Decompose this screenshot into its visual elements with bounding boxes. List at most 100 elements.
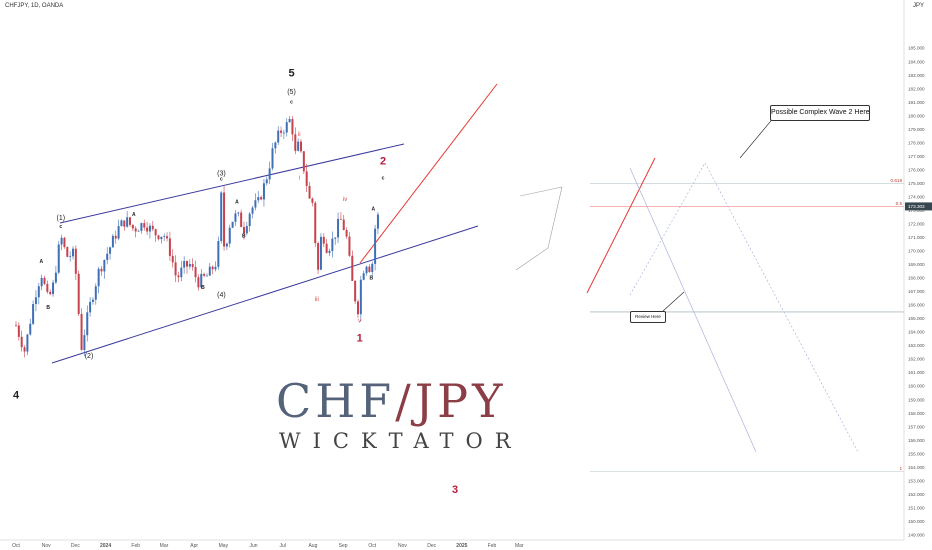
fib-level-label: 1 [899, 466, 902, 471]
wave-label: (4) [217, 292, 226, 299]
callout-pointer [739, 115, 776, 159]
x-tick-label: Aug [308, 543, 317, 549]
candle-body [171, 255, 174, 263]
review-pointer [662, 291, 685, 312]
wave-label: 4 [13, 389, 20, 401]
candle-body [243, 226, 245, 234]
y-tick-label: 179.000 [908, 127, 925, 132]
candle-body [186, 261, 188, 267]
candle-body [17, 325, 20, 337]
projection-alt-path [629, 162, 859, 453]
y-tick-label: 171.000 [908, 235, 925, 240]
candle-body [80, 313, 83, 350]
candle-body [342, 219, 345, 230]
candle-body [20, 336, 23, 348]
candle-body [345, 229, 348, 237]
wave-label: A [39, 259, 43, 265]
wave-label: iii [315, 297, 319, 303]
candle-body [200, 273, 203, 288]
candle-body [291, 119, 294, 135]
y-tick-label: 150.000 [908, 519, 925, 524]
candle-body [237, 212, 240, 214]
y-tick-label: 155.000 [908, 451, 925, 456]
watermark-base-currency: CHF [276, 374, 396, 428]
y-tick-label: 159.000 [908, 397, 925, 402]
wave-label: c [220, 177, 223, 183]
candle-body [83, 335, 86, 350]
candle-body [160, 236, 163, 240]
candle-body [111, 235, 114, 248]
wave-label: 1 [357, 333, 363, 345]
candle-body [177, 275, 180, 278]
wave-label: (2) [85, 353, 94, 360]
x-tick-label: Dec [427, 543, 436, 549]
y-tick-label: 156.000 [908, 438, 925, 443]
candle-body [151, 225, 154, 230]
candle-body [248, 213, 251, 227]
candle-body [240, 212, 243, 227]
candle-body [188, 264, 191, 267]
y-tick-label: 152.000 [908, 492, 925, 497]
x-tick-label: Dec [71, 543, 80, 549]
candle-body [89, 301, 92, 313]
candle-body [49, 291, 52, 295]
candle-body [294, 134, 297, 151]
candle-body [157, 235, 160, 240]
candle-body [40, 277, 43, 287]
candle-body [305, 171, 308, 186]
y-tick-label: 180.000 [908, 113, 925, 118]
y-tick-label: 185.000 [908, 46, 925, 51]
candle-body [274, 142, 277, 149]
candle-body [211, 266, 214, 270]
candle-body [357, 301, 359, 315]
wave-label: (5) [287, 89, 296, 96]
candle-body [74, 248, 77, 274]
y-tick-label: 153.000 [908, 478, 925, 483]
candle-body [220, 192, 223, 242]
candle-body [86, 312, 89, 336]
wave-label: ii [298, 132, 301, 138]
candle-body [69, 256, 72, 258]
y-tick-label: 178.000 [908, 140, 925, 145]
candle-body [339, 218, 342, 220]
wave-label: (3) [217, 170, 226, 177]
candle-body [97, 268, 100, 287]
y-tick-label: 183.000 [908, 73, 925, 78]
candle-body [328, 251, 331, 253]
candle-body [203, 273, 206, 276]
y-tick-label: 167.000 [908, 289, 925, 294]
x-tick-label: 2024 [100, 543, 111, 549]
x-tick-label: 2025 [456, 543, 467, 549]
y-tick-label: 165.000 [908, 316, 925, 321]
candle-body [376, 214, 379, 229]
review-here-callout[interactable]: Review Here [630, 311, 666, 323]
wave-label: 5 [288, 68, 294, 80]
y-tick-label: 177.000 [908, 154, 925, 159]
x-tick-label: Mar [160, 543, 169, 549]
candle-body [60, 237, 63, 245]
y-tick-label: 175.000 [908, 181, 925, 186]
candle-body [103, 260, 106, 272]
candle-body [354, 280, 357, 302]
last-price-tag [905, 202, 932, 211]
candle-body [311, 198, 314, 203]
candle-body [348, 236, 351, 256]
complex-wave-callout[interactable]: Possible Complex Wave 2 Here [770, 105, 870, 121]
candle-body [282, 132, 285, 134]
candle-body [106, 253, 109, 261]
wave-label: B [201, 285, 205, 291]
candle-body [228, 227, 231, 244]
y-tick-label: 166.000 [908, 303, 925, 308]
watermark-separator: / [395, 374, 415, 428]
candle-body [277, 130, 280, 143]
candle-body [143, 223, 146, 228]
candle-body [191, 264, 194, 268]
candle-body [114, 235, 117, 239]
candle-body [368, 266, 371, 273]
pair-watermark: CHF/JPY [276, 374, 507, 428]
y-tick-label: 149.000 [908, 532, 925, 537]
candle-body [205, 275, 208, 277]
candle-body [163, 236, 166, 237]
candle-body [262, 183, 265, 200]
